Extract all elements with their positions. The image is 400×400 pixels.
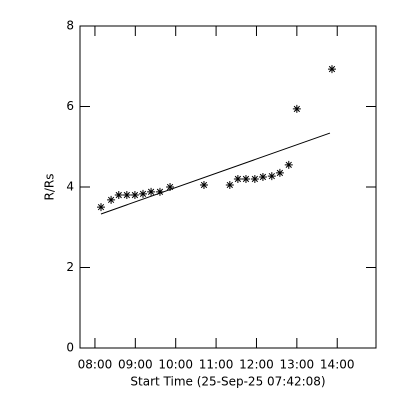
data-point <box>96 203 105 212</box>
data-point <box>114 191 123 200</box>
x-tick-label: 10:00 <box>158 358 193 372</box>
fit-line <box>100 132 331 215</box>
data-point <box>147 187 156 196</box>
data-point <box>199 180 208 189</box>
data-point <box>258 172 267 181</box>
data-point <box>122 191 131 200</box>
data-point <box>267 172 276 181</box>
x-tick-label: 09:00 <box>118 358 153 372</box>
y-axis-label: R/Rs <box>43 174 57 201</box>
x-tick-label: 13:00 <box>280 358 315 372</box>
data-point <box>284 160 293 169</box>
data-point <box>225 180 234 189</box>
y-tick-label: 8 <box>66 19 74 33</box>
x-tick-label: 08:00 <box>78 358 113 372</box>
data-point <box>166 183 175 191</box>
y-tick-label: 0 <box>66 341 74 355</box>
data-point <box>250 174 259 183</box>
data-point <box>233 174 242 183</box>
data-point <box>241 174 250 183</box>
data-point <box>275 168 284 177</box>
data-point <box>107 195 116 204</box>
x-tick-label: 11:00 <box>199 358 234 372</box>
y-tick-label: 2 <box>66 260 74 274</box>
y-tick-label: 4 <box>66 180 74 194</box>
data-point <box>138 189 147 198</box>
data-point <box>327 65 336 74</box>
x-tick-label: 14:00 <box>320 358 355 372</box>
data-point <box>292 104 301 113</box>
data-point <box>130 191 139 200</box>
y-tick-label: 6 <box>66 99 74 113</box>
data-point <box>155 187 164 196</box>
x-axis-label: Start Time (25-Sep-25 07:42:08) <box>130 375 325 389</box>
x-tick-label: 12:00 <box>239 358 274 372</box>
